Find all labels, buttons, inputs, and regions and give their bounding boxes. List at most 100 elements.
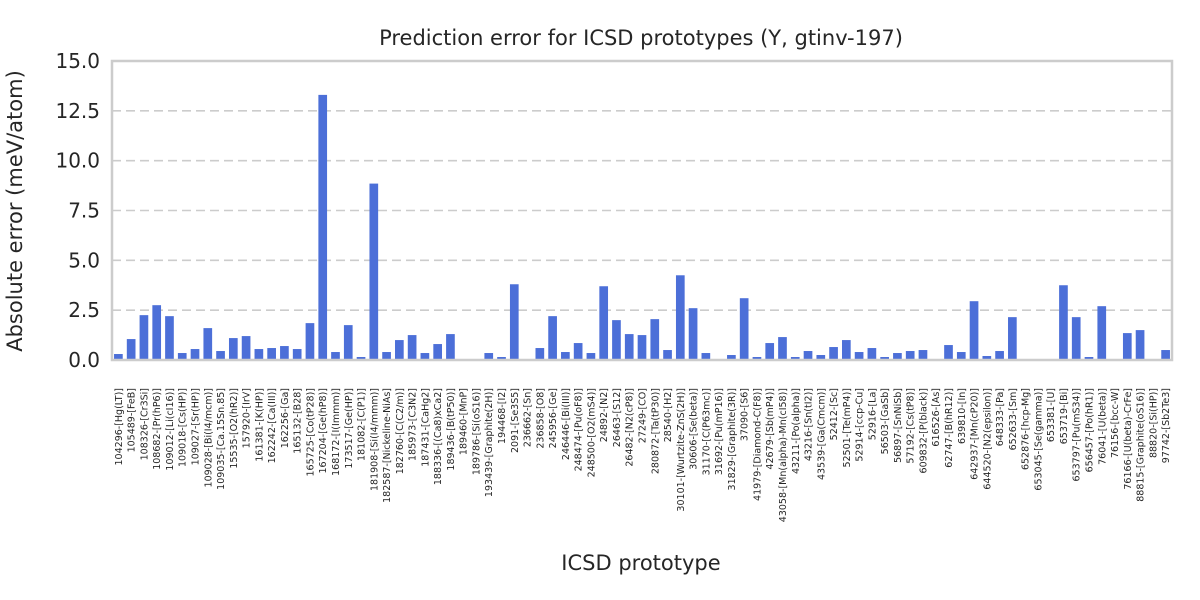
x-tick-label: 30101-[Wurtzite-ZnS(2H)] — [676, 388, 687, 512]
bar — [573, 343, 583, 360]
bar — [1084, 357, 1094, 360]
x-tick-label: 43216-[Sn(tI2)] — [804, 388, 815, 461]
x-tick-label: 97742-[Sb2Te3] — [1161, 388, 1172, 463]
x-tick-label: 189786-[Si(oS16)] — [471, 388, 482, 475]
bar — [1059, 285, 1068, 360]
bar — [369, 183, 379, 360]
x-tick-label: 653381-[U] — [1046, 388, 1057, 442]
bar — [561, 352, 570, 360]
bar — [114, 354, 123, 360]
x-tick-label: 189460-[MnP] — [459, 388, 470, 455]
bar — [701, 353, 711, 360]
bar — [1122, 333, 1132, 360]
bar — [497, 357, 506, 360]
x-tick-label: 189436-[B(tP50)] — [446, 388, 457, 471]
x-tick-label: 653045-[Se(gamma)] — [1033, 388, 1044, 491]
bar — [305, 323, 315, 360]
x-tick-label: 26482-[N2(cP8)] — [625, 388, 636, 467]
x-tick-label: 167204-[Ge(hP8)] — [318, 388, 329, 474]
bar — [752, 357, 762, 360]
x-tick-label: 236858-[O8] — [535, 388, 546, 449]
x-tick-label: 57192-[Cs(tP8)] — [906, 388, 917, 464]
x-tick-label: 236662-[Sn] — [523, 388, 534, 447]
bar — [433, 344, 443, 360]
x-tick-label: 248474-[Pu(oF8)] — [574, 388, 585, 471]
x-tick-label: 653797-[Pu(mS34)] — [1072, 388, 1083, 481]
x-tick-label: 173517-[Ge(HP)] — [344, 388, 355, 469]
bar — [969, 301, 979, 360]
bar — [765, 343, 775, 360]
x-tick-label: 28540-[H2] — [663, 388, 674, 442]
x-tick-label: 639810-[In] — [957, 388, 968, 444]
bar — [739, 298, 749, 360]
bar — [624, 334, 634, 360]
bar — [165, 316, 174, 360]
bar — [778, 337, 787, 360]
y-gridlines — [112, 110, 1172, 311]
bar — [612, 320, 621, 360]
x-tick-labels: 104296-[Hg(LT)] 105489-[FeB] 108326-[Cr3Si… — [114, 388, 1172, 522]
x-tick-label: 76166-[U(beta)-CrFe] — [1123, 388, 1134, 490]
x-tick-label: 31170-[C(P63mc)] — [701, 388, 712, 475]
x-tick-label: 37090-[S6] — [740, 388, 751, 441]
y-tick-label: 2.5 — [68, 298, 100, 322]
x-tick-label: 194468-[I2] — [497, 388, 508, 444]
x-tick-label: 52501-[Te(mP4)] — [842, 388, 853, 468]
y-axis-label: Absolute error (meV/atom) — [3, 70, 27, 352]
bar — [829, 347, 838, 360]
bar — [446, 334, 455, 360]
x-tick-label: 157920-[IrV] — [242, 388, 253, 448]
bar — [637, 335, 647, 360]
x-tick-label: 181082-[C(P1)] — [357, 388, 368, 461]
bar — [548, 316, 557, 360]
bar — [1097, 306, 1107, 360]
x-tick-label: 652876-[hcp-Mg] — [1021, 388, 1032, 470]
y-tick-label: 15.0 — [55, 49, 100, 73]
bar — [535, 348, 545, 360]
x-tick-label: 165725-[Co(tP28)] — [305, 388, 316, 477]
bar — [841, 340, 851, 360]
bar — [267, 348, 276, 360]
x-tick-label: 168172-[I(Immm)] — [331, 388, 342, 476]
x-tick-label: 2091-[Se3S5] — [510, 388, 521, 453]
x-tick-label: 27249-[CO] — [638, 388, 649, 443]
bar — [650, 319, 660, 360]
x-tick-label: 609832-[P(black)] — [918, 388, 929, 473]
bar — [880, 357, 889, 360]
bar — [1161, 350, 1170, 360]
x-tick-label: 642937-[Mn(cP20)] — [970, 388, 981, 480]
bar — [816, 355, 826, 360]
bar — [203, 328, 213, 360]
x-tick-label: 161381-[K(HP)] — [254, 388, 265, 462]
x-tick-label: 42679-[Sb(mP4)] — [765, 388, 776, 470]
x-tick-label: 109035-[Ca.15Sn.85] — [216, 388, 227, 490]
x-tick-label: 41979-[Diamond-C(F8)] — [752, 388, 763, 501]
bar — [688, 308, 698, 360]
bar — [343, 325, 353, 360]
bar — [216, 351, 225, 360]
x-tick-label: 248500-[O2(mS4)] — [586, 388, 597, 477]
y-tick-label: 10.0 — [55, 149, 100, 173]
x-tick-label: 109012-[Li(cI16)] — [165, 388, 176, 471]
y-tick-label: 12.5 — [55, 99, 100, 123]
x-tick-label: 182760-[C(C2/m)] — [395, 388, 406, 474]
x-tick-label: 52914-[ccp-Cu] — [855, 388, 866, 462]
bar — [956, 352, 966, 360]
x-tick-label: 43058-[Mn(alpha)-Mn(cI58)] — [778, 388, 789, 522]
x-tick-label: 188336-[(Ca8)xCa2] — [433, 388, 444, 485]
x-tick-label: 52412-[Sc] — [829, 388, 840, 440]
bar — [982, 356, 992, 360]
x-tick-label: 108682-[Pr(hP6)] — [152, 388, 163, 470]
x-tick-label: 31692-[Pu(mP16)] — [714, 388, 725, 475]
x-tick-label: 31829-[Graphite(3R)] — [727, 388, 738, 490]
bar — [152, 305, 162, 360]
y-tick-label: 7.5 — [68, 199, 100, 223]
x-tick-label: 653719-[Bi] — [1059, 388, 1070, 444]
x-tick-label: 43539-[Ga(Cmcm)] — [816, 388, 827, 480]
bar — [893, 353, 902, 360]
x-tick-label: 105489-[FeB] — [127, 388, 138, 452]
bar — [331, 352, 340, 360]
x-tick-label: 76156-[bcc-W] — [1110, 388, 1121, 458]
x-tick-label: 616526-[As] — [931, 388, 942, 447]
